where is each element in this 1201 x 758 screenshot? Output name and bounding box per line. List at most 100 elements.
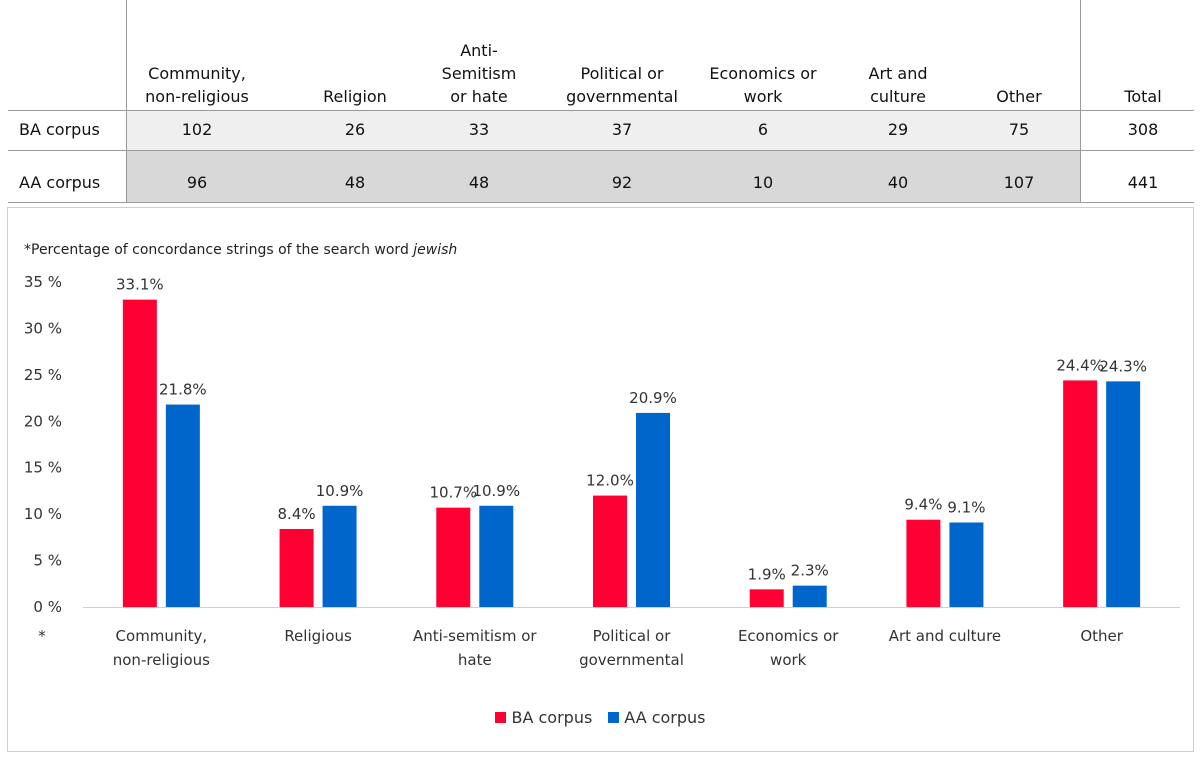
bar-data-label: 10.7% xyxy=(429,484,477,502)
table-column-header-line: Other xyxy=(996,87,1042,106)
y-tick-label: 35 % xyxy=(24,273,62,291)
ba-row-background xyxy=(126,110,1081,150)
legend-item: BA corpus xyxy=(495,708,592,727)
chart-note-search-word: jewish xyxy=(413,242,458,258)
table-column-header-line: culture xyxy=(870,87,926,106)
bar-ba-corpus xyxy=(436,507,471,607)
bar-ba-corpus xyxy=(1063,380,1098,607)
table-column-header-line: non-religious xyxy=(145,87,249,106)
x-category-label: Economics or xyxy=(738,627,839,645)
y-tick-label: 10 % xyxy=(24,505,62,523)
table-cell: 96 xyxy=(186,173,208,192)
table-column-header-line: governmental xyxy=(566,87,678,106)
bar-data-label: 12.0% xyxy=(586,472,634,490)
table-column-header-line: Religion xyxy=(323,87,387,106)
table-cell: 40 xyxy=(887,173,909,192)
table-cell: 308 xyxy=(1127,120,1159,139)
y-tick-label: 0 % xyxy=(33,598,62,616)
axis-footnote-marker: * xyxy=(38,627,46,645)
table-row-divider xyxy=(8,150,1194,151)
legend-swatch xyxy=(495,712,507,723)
x-category-label: work xyxy=(770,651,807,669)
table-row-label: AA corpus xyxy=(19,173,101,192)
legend-label: AA corpus xyxy=(624,708,706,727)
table-column-header: Art and culture xyxy=(843,62,953,108)
bar-data-label: 24.4% xyxy=(1056,356,1104,374)
legend-item: AA corpus xyxy=(608,708,706,727)
bar-data-label: 33.1% xyxy=(116,276,164,294)
aa-row-background xyxy=(126,151,1081,203)
table-column-header-line: or hate xyxy=(450,87,508,106)
table-column-header: Economics or work xyxy=(693,62,833,108)
table-column-header-line: Political or xyxy=(580,64,664,83)
table-cell: 102 xyxy=(181,120,213,139)
chart-legend: BA corpus AA corpus xyxy=(0,708,1201,727)
bar-aa-corpus xyxy=(949,522,984,607)
bar-aa-corpus xyxy=(479,505,514,607)
table-cell: 6 xyxy=(757,120,769,139)
table-cell: 29 xyxy=(887,120,909,139)
bar-data-label: 10.9% xyxy=(316,482,364,500)
x-category-label: governmental xyxy=(579,651,684,669)
table-column-header-line: Community, xyxy=(148,64,246,83)
table-cell: 10 xyxy=(752,173,774,192)
table-column-header: Total xyxy=(1088,85,1198,108)
table-header-divider xyxy=(8,110,1194,111)
table-column-header: Other xyxy=(969,85,1069,108)
chart-note: *Percentage of concordance strings of th… xyxy=(24,242,457,258)
table-column-header-line: Anti- xyxy=(460,41,498,60)
table-column-header-line: work xyxy=(743,87,783,106)
table-cell: 37 xyxy=(611,120,633,139)
table-column-header: Community, non-religious xyxy=(122,62,272,108)
bar-data-label: 21.8% xyxy=(159,381,207,399)
table-left-border xyxy=(126,0,127,203)
bar-aa-corpus xyxy=(322,505,357,607)
table-column-header: Religion xyxy=(305,85,405,108)
bar-data-label: 1.9% xyxy=(748,565,786,583)
bar-aa-corpus xyxy=(165,404,200,607)
y-tick-label: 30 % xyxy=(24,319,62,337)
x-category-label: Political or xyxy=(593,627,672,645)
bar-data-label: 20.9% xyxy=(629,389,677,407)
legend-swatch xyxy=(608,712,620,723)
bar-data-label: 9.4% xyxy=(904,496,942,514)
table-row-label: BA corpus xyxy=(19,120,100,139)
bar-aa-corpus xyxy=(636,412,670,607)
table-column-header: Anti- Semitism or hate xyxy=(424,39,534,108)
bar-data-label: 10.9% xyxy=(472,482,520,500)
bar-data-label: 2.3% xyxy=(791,562,829,580)
table-cell: 33 xyxy=(468,120,490,139)
legend-label: BA corpus xyxy=(511,708,593,727)
bar-ba-corpus xyxy=(749,589,784,607)
table-cell: 441 xyxy=(1127,173,1159,192)
bar-data-label: 24.3% xyxy=(1099,357,1147,375)
x-category-label: hate xyxy=(458,651,492,669)
y-tick-label: 20 % xyxy=(24,412,62,430)
table-cell: 48 xyxy=(468,173,490,192)
bar-aa-corpus xyxy=(792,585,827,607)
table-cell: 75 xyxy=(1008,120,1030,139)
table-column-header-line: Economics or xyxy=(709,64,817,83)
table-column-header: Political or governmental xyxy=(552,62,692,108)
y-tick-label: 5 % xyxy=(33,552,62,570)
chart-note-text: *Percentage of concordance strings of th… xyxy=(24,242,414,258)
table-cell: 107 xyxy=(1003,173,1035,192)
table-column-header-line: Semitism xyxy=(441,64,517,83)
bar-ba-corpus xyxy=(906,519,941,607)
table-column-header-line: Art and xyxy=(868,64,928,83)
x-category-label: Other xyxy=(1080,627,1123,645)
table-cell: 92 xyxy=(611,173,633,192)
table-cell: 26 xyxy=(344,120,366,139)
data-table: Community, non-religious Religion Anti- Semi… xyxy=(0,0,1201,205)
x-category-label: Anti-semitism or xyxy=(413,627,537,645)
x-category-label: Religious xyxy=(284,627,352,645)
bar-data-label: 8.4% xyxy=(278,505,316,523)
y-tick-label: 25 % xyxy=(24,366,62,384)
bar-ba-corpus xyxy=(122,299,157,607)
table-total-divider xyxy=(1080,0,1081,203)
chart-frame xyxy=(7,207,1194,752)
bar-data-label: 9.1% xyxy=(947,499,985,517)
x-category-label: Art and culture xyxy=(889,627,1001,645)
bar-ba-corpus xyxy=(279,529,314,607)
